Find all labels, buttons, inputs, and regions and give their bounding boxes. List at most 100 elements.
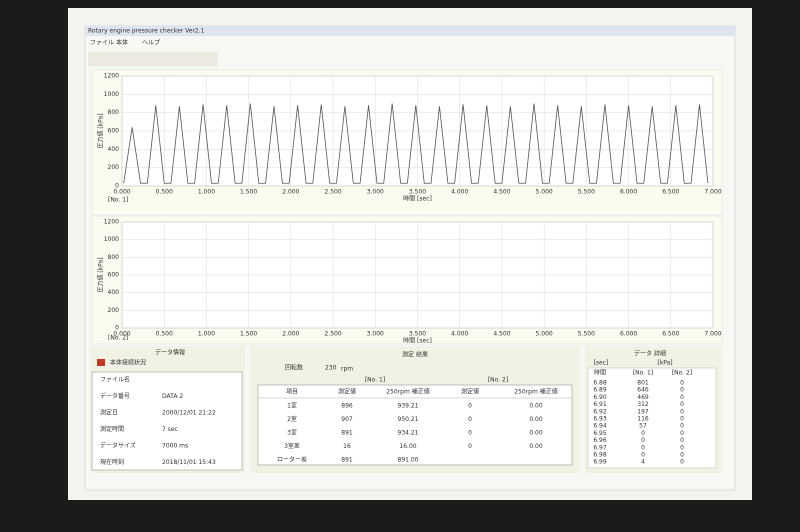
table-cell: 891 xyxy=(341,430,353,437)
y-tick-label: 1200 xyxy=(104,219,119,226)
menu-item[interactable]: ファイル xyxy=(90,40,114,47)
table-header: [No. 2] xyxy=(672,370,692,377)
info-label: データ番号 xyxy=(100,392,130,400)
table-cell: 57 xyxy=(639,423,647,430)
table-cell: 801 xyxy=(637,380,649,387)
x-tick-label: 4.500 xyxy=(493,189,510,196)
table-cell: 0.00 xyxy=(529,403,543,410)
table-cell: 0 xyxy=(641,430,645,437)
group-label: [No. 1] xyxy=(365,377,385,384)
table-cell: 934.21 xyxy=(398,430,419,437)
x-axis-label: 時間 [sec] xyxy=(403,195,432,203)
unit-label: [kPa] xyxy=(657,360,672,367)
y-tick-label: 800 xyxy=(108,254,120,261)
unit-label: [sec] xyxy=(594,360,609,367)
table-cell: 1室 xyxy=(287,402,297,410)
y-tick-label: 1000 xyxy=(104,91,119,98)
x-tick-label: 4.000 xyxy=(451,189,468,196)
x-tick-label: 1.000 xyxy=(198,331,215,338)
x-tick-label: 3.500 xyxy=(409,331,426,338)
info-value: DATA 2 xyxy=(162,393,183,400)
y-tick-label: 400 xyxy=(108,289,120,296)
x-tick-label: 0.500 xyxy=(156,331,173,338)
info-value: 7 sec xyxy=(162,426,178,433)
table-cell: 0 xyxy=(468,430,472,437)
table-cell: ローター差 xyxy=(277,456,307,464)
table-cell: 0 xyxy=(680,444,684,451)
y-axis-label: 圧力値 [kPa] xyxy=(97,257,105,292)
rpm-unit: rpm xyxy=(341,366,353,373)
table-cell: 2室 xyxy=(287,415,297,423)
x-tick-label: 6.000 xyxy=(620,189,637,196)
table-cell: 0 xyxy=(680,387,684,394)
table-cell: 950.21 xyxy=(398,416,419,423)
table-cell: 939.21 xyxy=(398,403,419,410)
x-tick-label: 2.500 xyxy=(324,331,341,338)
info-label: 測定日 xyxy=(100,409,118,417)
table-cell: 6.96 xyxy=(593,437,607,444)
table-header: 測定値 xyxy=(338,388,356,396)
table-cell: 896 xyxy=(341,403,353,410)
x-tick-label: 2.000 xyxy=(282,331,299,338)
table-cell: 0 xyxy=(468,403,472,410)
table-cell: 6.90 xyxy=(593,394,607,401)
x-tick-label: 6.500 xyxy=(662,189,679,196)
menu-item[interactable]: ヘルプ xyxy=(142,40,160,47)
table-cell: 0 xyxy=(468,443,472,450)
table-cell: 0 xyxy=(680,459,684,466)
table-cell: 0 xyxy=(641,444,645,451)
info-value: 2018/11/01 15:43 xyxy=(162,459,216,466)
table-cell: 0.00 xyxy=(529,443,543,450)
table-cell: 6.97 xyxy=(593,444,607,451)
info-label: ファイル名 xyxy=(100,376,130,384)
y-tick-label: 600 xyxy=(108,272,120,279)
panel-title: 測定 結果 xyxy=(402,351,428,359)
info-value: 7000 ms xyxy=(162,443,188,450)
x-tick-label: 0.000 xyxy=(113,189,130,196)
table-cell: 6.92 xyxy=(593,408,607,415)
table-cell: 891.00 xyxy=(398,457,419,464)
y-tick-label: 0 xyxy=(115,325,119,332)
table-header: 250rpm 補正値 xyxy=(386,388,429,396)
y-axis-label: 圧力値 [kPa] xyxy=(97,113,105,148)
x-tick-label: 6.500 xyxy=(662,331,679,338)
panel-title: データ 詳細 xyxy=(634,350,666,358)
panel-title: データ情報 xyxy=(155,349,185,357)
table-cell: 0 xyxy=(680,401,684,408)
window-title: Rotary engine pressure checker Ver2.1 xyxy=(88,28,205,35)
table-cell: 6.98 xyxy=(593,452,607,459)
y-tick-label: 1000 xyxy=(104,236,119,243)
toolbar[interactable] xyxy=(88,52,218,66)
x-tick-label: 3.000 xyxy=(367,331,384,338)
panel-label: [No. 2] xyxy=(108,335,128,342)
info-label: データサイズ xyxy=(100,442,136,450)
y-tick-label: 800 xyxy=(108,109,120,116)
x-tick-label: 6.000 xyxy=(620,331,637,338)
y-tick-label: 600 xyxy=(108,128,120,135)
table-cell: 6.99 xyxy=(593,459,607,466)
x-tick-label: 4.500 xyxy=(493,331,510,338)
info-label: 現在時刻 xyxy=(100,458,124,466)
table-header: [No. 1] xyxy=(633,370,653,377)
table-header: 時間 xyxy=(594,369,606,377)
menu-item[interactable]: 本体 xyxy=(116,39,128,47)
x-tick-label: 1.000 xyxy=(198,189,215,196)
table-cell: 6.88 xyxy=(593,380,607,387)
table-cell: 0 xyxy=(641,452,645,459)
y-tick-label: 1200 xyxy=(104,73,119,80)
table-cell: 6.89 xyxy=(593,387,607,394)
table-header: 測定値 xyxy=(461,388,479,396)
table-cell: 6.93 xyxy=(593,416,607,423)
status-indicator xyxy=(97,359,105,366)
table-cell: 0 xyxy=(641,437,645,444)
rpm-value: 230 xyxy=(325,365,337,372)
title-bar xyxy=(85,26,735,36)
rpm-label: 回転数 xyxy=(285,364,303,372)
info-label: 測定時間 xyxy=(100,425,124,433)
table-cell: 3室 xyxy=(287,429,297,437)
table-cell: 907 xyxy=(341,416,353,423)
x-tick-label: 5.000 xyxy=(536,331,553,338)
x-tick-label: 5.500 xyxy=(578,331,595,338)
